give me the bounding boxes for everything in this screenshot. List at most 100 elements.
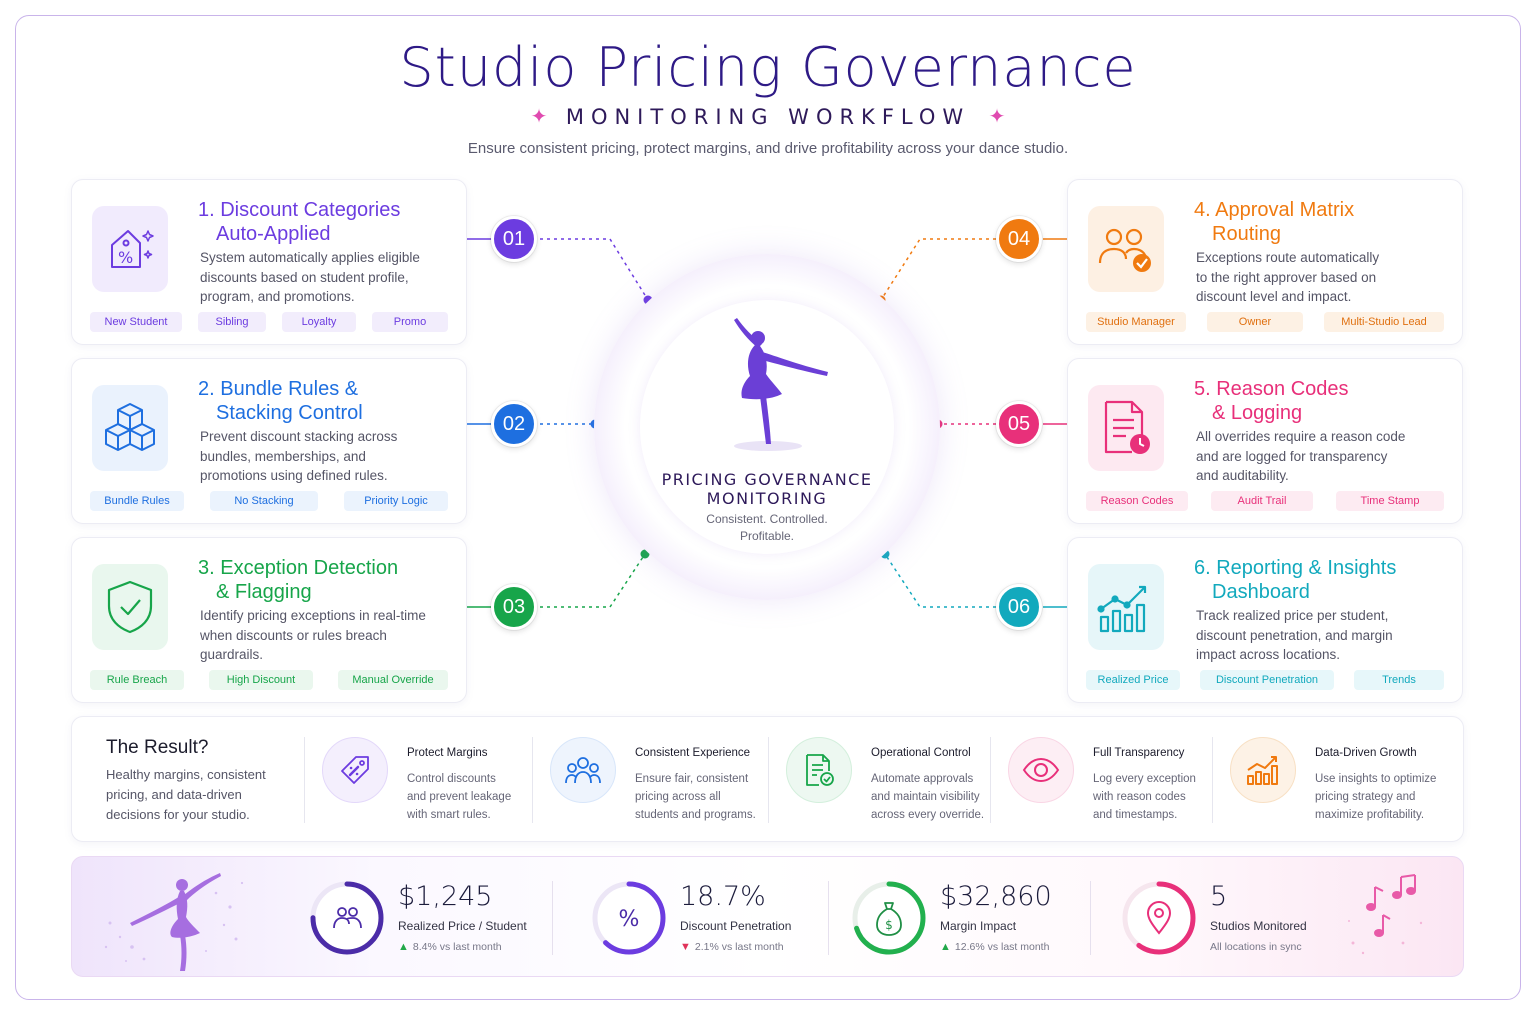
eye-icon (1008, 737, 1074, 803)
tag-percent-icon (322, 737, 388, 803)
metric-value: 18.7% (680, 881, 766, 912)
step-title: 2. Bundle Rules & Stacking Control (198, 378, 363, 424)
metric-label: Margin Impact (940, 919, 1017, 933)
tag-chip: Multi-Studio Lead (1324, 312, 1444, 332)
users-icon (333, 907, 362, 929)
tag-chip: Reason Codes (1086, 491, 1188, 511)
ballerina-icon (734, 318, 828, 451)
tag-chip: Sibling (198, 312, 266, 332)
step-description: System automatically applies eligible di… (200, 250, 420, 304)
metric-realized-price: $1,245 Realized Price / Student ▲ 8.4% vs… (308, 857, 558, 978)
tag-chip: Audit Trail (1211, 491, 1313, 511)
benefit-title: Protect Margins (407, 747, 488, 759)
metric-delta: All locations in sync (1210, 941, 1302, 953)
tag-chip: Studio Manager (1086, 312, 1186, 332)
people-group-icon (550, 737, 616, 803)
step-description: Identify pricing exceptions in real-time… (200, 608, 426, 662)
tag-chip: Manual Override (338, 670, 448, 690)
benefit-title: Full Transparency (1093, 747, 1185, 759)
page-frame (15, 15, 1521, 1000)
tag-list: New Student Sibling Loyalty Promo (90, 312, 448, 332)
step-card-discount-categories: % 1. Discount Categories Auto-Applied Sy… (71, 179, 467, 345)
trend-chart-icon (1088, 564, 1164, 650)
connector-03 (540, 553, 646, 608)
step-description: All overrides require a reason code and … (1196, 429, 1406, 483)
tag-chip: Priority Logic (344, 491, 448, 511)
trend-down-icon: ▼ (680, 941, 691, 953)
benefit-consistent-experience: Consistent Experience Ensure fair, consi… (532, 717, 768, 843)
metric-label: Discount Penetration (680, 919, 792, 933)
page-tagline: Ensure consistent pricing, protect margi… (467, 140, 1069, 157)
benefit-description: Log every exception with reason codes an… (1093, 773, 1196, 821)
tag-chip: Rule Breach (90, 670, 184, 690)
tag-chip: Bundle Rules (90, 491, 184, 511)
step-title: 1. Discount Categories Auto-Applied (198, 199, 401, 245)
trend-up-icon: ▲ (398, 941, 409, 953)
benefit-title: Operational Control (871, 747, 971, 759)
step-number-06: 06 (996, 584, 1042, 630)
document-check-icon (786, 737, 852, 803)
shield-check-icon (92, 564, 168, 650)
step-number-05: 05 (996, 401, 1042, 447)
benefit-protect-margins: Protect Margins Control discounts and pr… (304, 717, 532, 843)
music-notes-icon (1348, 874, 1423, 955)
tag-chip: Realized Price (1086, 670, 1180, 690)
tag-chip: New Student (90, 312, 182, 332)
step-number-02: 02 (491, 401, 537, 447)
center-subtitle: Consistent. Controlled. Profitable. (706, 512, 828, 543)
metric-ring: $ (852, 881, 926, 955)
users-check-icon (1088, 206, 1164, 292)
metric-value: $1,245 (398, 881, 493, 912)
discount-tag-icon: % (92, 206, 168, 292)
tag-list: Reason Codes Audit Trail Time Stamp (1086, 491, 1444, 511)
metrics-strip: $1,245 Realized Price / Student ▲ 8.4% vs… (71, 856, 1464, 977)
metric-discount-penetration: % 18.7% Discount Penetration ▼ 2.1% vs la… (590, 857, 840, 978)
step-card-bundle-rules: 2. Bundle Rules & Stacking Control Preve… (71, 358, 467, 524)
tag-list: Realized Price Discount Penetration Tren… (1086, 670, 1444, 690)
connector-01 (540, 238, 649, 301)
svg-text:%: % (118, 248, 133, 267)
tag-list: Bundle Rules No Stacking Priority Logic (90, 491, 448, 511)
step-card-reason-codes: 5. Reason Codes & Logging All overrides … (1067, 358, 1463, 524)
step-description: Prevent discount stacking across bundles… (200, 429, 398, 483)
step-title: 4. Approval Matrix Routing (1194, 199, 1355, 245)
sparkle-icon: ✦ (530, 106, 548, 128)
location-pin-icon (1146, 900, 1172, 935)
step-card-exception-detection: 3. Exception Detection & Flagging Identi… (71, 537, 467, 703)
tag-chip: No Stacking (210, 491, 318, 511)
benefit-description: Control discounts and prevent leakage wi… (407, 773, 512, 821)
step-card-approval-matrix: 4. Approval Matrix Routing Exceptions ro… (1067, 179, 1463, 345)
result-panel: The Result? Healthy margins, consistent … (71, 716, 1464, 842)
tag-chip: High Discount (209, 670, 313, 690)
document-clock-icon (1088, 385, 1164, 471)
tag-chip: Time Stamp (1336, 491, 1444, 511)
result-heading: The Result? (106, 737, 209, 758)
metric-studios-monitored: 5 Studios Monitored All locations in syn… (1120, 857, 1340, 978)
benefit-description: Use insights to optimize pricing strateg… (1315, 773, 1437, 821)
metric-ring: % (592, 881, 666, 955)
benefit-title: Data-Driven Growth (1315, 747, 1417, 759)
tag-chip: Trends (1354, 670, 1444, 690)
result-text: Healthy margins, consistent pricing, and… (106, 767, 266, 822)
tag-chip: Discount Penetration (1200, 670, 1334, 690)
page-title: Studio Pricing Governance (399, 36, 1137, 99)
step-number-03: 03 (491, 584, 537, 630)
benefit-description: Ensure fair, consistent pricing across a… (635, 773, 756, 821)
metric-ring (1122, 881, 1196, 955)
center-title: PRICING GOVERNANCE MONITORING (661, 470, 873, 508)
step-card-reporting-dashboard: 6. Reporting & Insights Dashboard Track … (1067, 537, 1463, 703)
tag-chip: Owner (1207, 312, 1303, 332)
connector-06 (884, 553, 996, 608)
benefit-data-driven-growth: Data-Driven Growth Use insights to optim… (1212, 717, 1462, 843)
step-description: Track realized price per student, discou… (1196, 608, 1393, 662)
step-title: 3. Exception Detection & Flagging (198, 557, 399, 603)
step-description: Exceptions route automatically to the ri… (1196, 250, 1380, 304)
step-number-01: 01 (491, 216, 537, 262)
page-subtitle: MONITORING WORKFLOW (565, 105, 971, 129)
tag-chip: Loyalty (282, 312, 356, 332)
bar-chart-up-icon (1230, 737, 1296, 803)
step-title: 5. Reason Codes & Logging (1194, 378, 1349, 424)
metric-ring (310, 881, 384, 955)
tag-list: Studio Manager Owner Multi-Studio Lead (1086, 312, 1444, 332)
stacked-cubes-icon (92, 385, 168, 471)
